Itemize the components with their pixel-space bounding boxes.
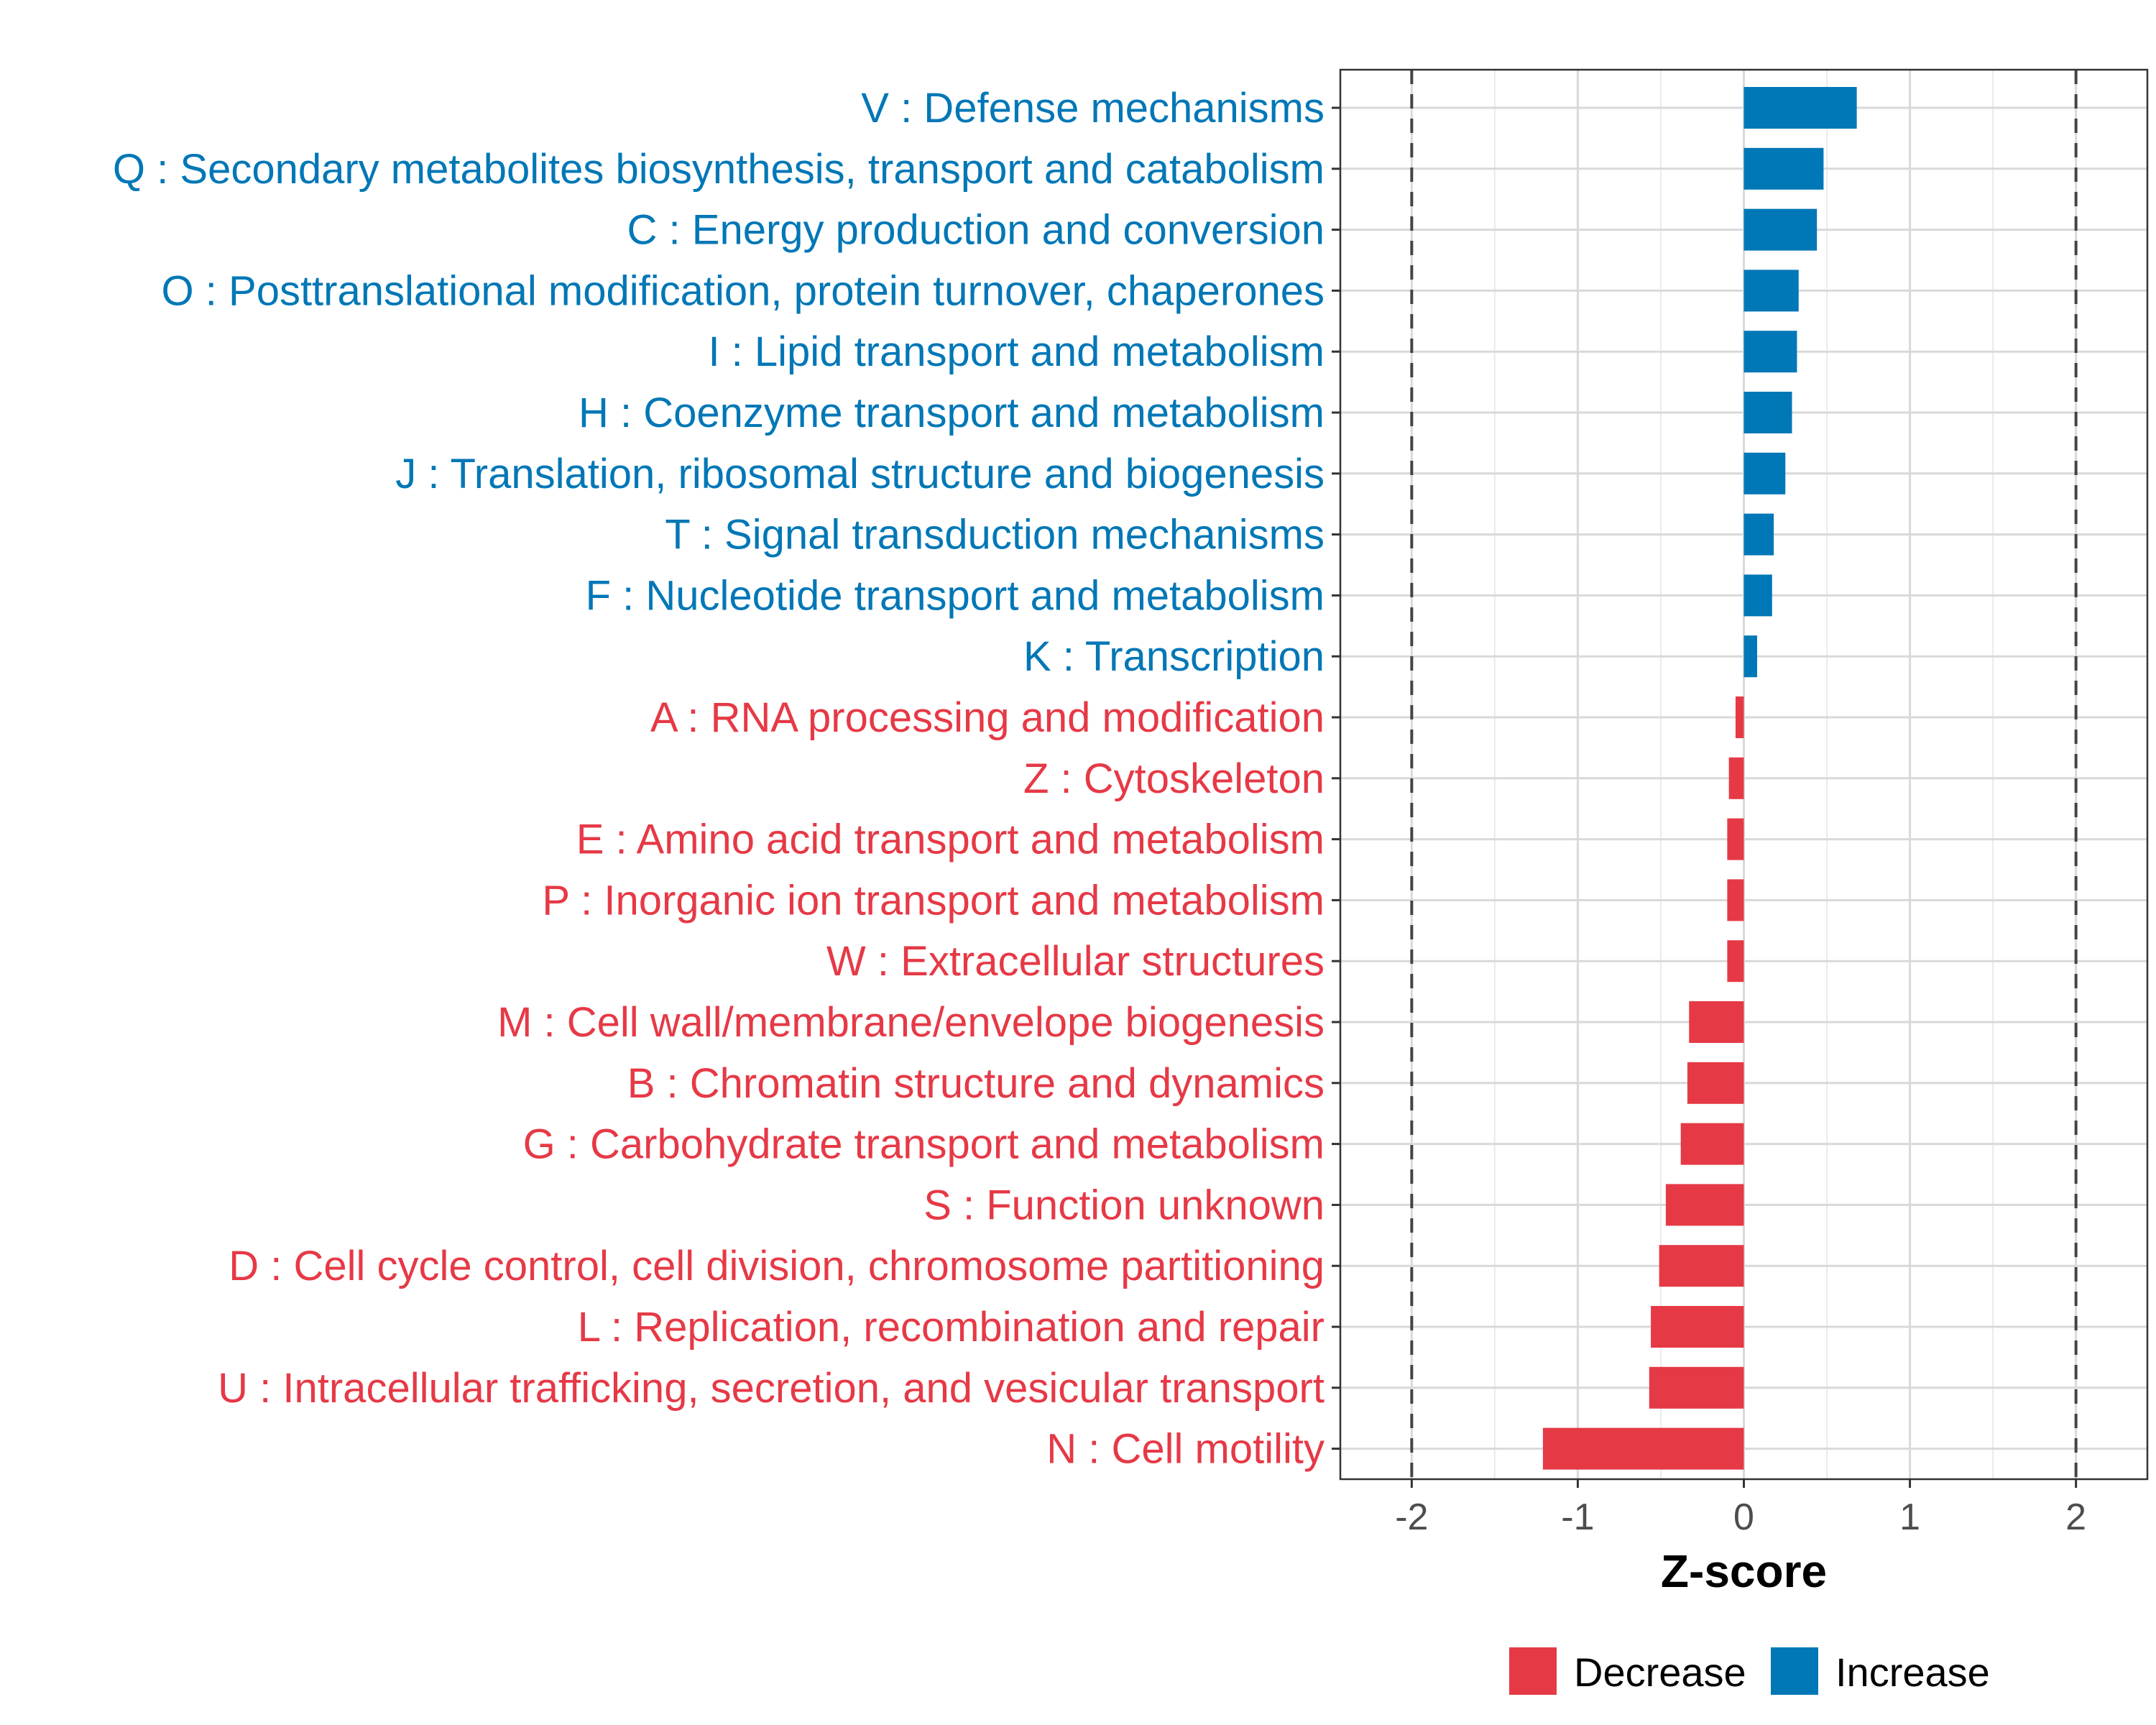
category-label: L : Replication, recombination and repai…: [578, 1304, 1325, 1351]
bars: [1542, 87, 1857, 1470]
category-label: E : Amino acid transport and metabolism: [576, 816, 1325, 863]
x-tick-label: 1: [1899, 1496, 1920, 1538]
bar-o: [1743, 270, 1799, 312]
bar-h: [1743, 392, 1792, 433]
category-label: D : Cell cycle control, cell division, c…: [229, 1243, 1325, 1289]
bar-i: [1743, 331, 1797, 373]
legend-label-decrease: Decrease: [1574, 1650, 1746, 1695]
category-label: T : Signal transduction mechanisms: [665, 512, 1325, 558]
bar-u: [1649, 1366, 1744, 1409]
bar-k: [1743, 635, 1757, 678]
bar-w: [1727, 940, 1744, 983]
x-tick-label: -2: [1395, 1496, 1428, 1538]
bar-q: [1743, 147, 1824, 190]
category-label: U : Intracellular trafficking, secretion…: [218, 1365, 1325, 1412]
x-tick-label: 0: [1733, 1496, 1754, 1538]
bar-l: [1651, 1306, 1744, 1348]
bar-f: [1743, 574, 1772, 617]
category-label: Z : Cytoskeleton: [1023, 755, 1325, 802]
category-label: O : Posttranslational modification, prot…: [162, 267, 1325, 314]
category-label: I : Lipid transport and metabolism: [708, 328, 1325, 375]
y-axis-ticks: [1332, 106, 1340, 1450]
bar-t: [1743, 513, 1774, 556]
bar-m: [1689, 1001, 1744, 1043]
x-axis: -2 -1 0 1 2: [1395, 1479, 2086, 1538]
category-label: F : Nucleotide transport and metabolism: [586, 572, 1325, 619]
bar-n: [1542, 1427, 1744, 1470]
category-label: H : Coenzyme transport and metabolism: [579, 390, 1325, 436]
category-label: S : Function unknown: [923, 1182, 1325, 1228]
bar-s: [1665, 1184, 1744, 1226]
reference-lines: [1410, 70, 2078, 1479]
legend-swatch-decrease: [1509, 1647, 1557, 1695]
bar-d: [1659, 1245, 1744, 1287]
bar-b: [1687, 1062, 1744, 1104]
x-tick-label: 2: [2065, 1496, 2086, 1538]
category-label: K : Transcription: [1023, 633, 1325, 680]
category-label: V : Defense mechanisms: [861, 85, 1325, 132]
category-label: C : Energy production and conversion: [627, 207, 1325, 254]
bar-c: [1743, 208, 1818, 251]
category-label: P : Inorganic ion transport and metaboli…: [542, 877, 1325, 924]
category-label: M : Cell wall/membrane/envelope biogenes…: [497, 999, 1325, 1046]
bar-g: [1680, 1123, 1744, 1165]
category-label: W : Extracellular structures: [826, 938, 1325, 985]
category-label: G : Carbohydrate transport and metabolis…: [523, 1121, 1325, 1168]
x-tick-label: -1: [1561, 1496, 1594, 1538]
bar-v: [1743, 87, 1857, 129]
category-label: A : RNA processing and modification: [650, 694, 1325, 741]
category-labels: V : Defense mechanisms Q : Secondary meta…: [113, 85, 1325, 1473]
legend-label-increase: Increase: [1835, 1650, 1990, 1695]
category-label: J : Translation, ribosomal structure and…: [395, 451, 1325, 497]
category-label: B : Chromatin structure and dynamics: [627, 1060, 1325, 1107]
bar-p: [1727, 879, 1744, 921]
bar-j: [1743, 452, 1786, 494]
bar-z: [1728, 757, 1744, 799]
category-label: Q : Secondary metabolites biosynthesis, …: [113, 146, 1325, 193]
legend-swatch-increase: [1771, 1647, 1818, 1695]
bar-e: [1727, 818, 1744, 860]
bar-a: [1735, 696, 1744, 738]
category-label: N : Cell motility: [1046, 1426, 1325, 1473]
x-axis-title: Z-score: [1661, 1545, 1827, 1597]
legend: Decrease Increase: [1509, 1647, 1990, 1695]
